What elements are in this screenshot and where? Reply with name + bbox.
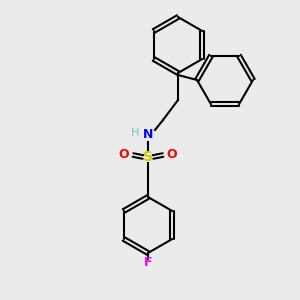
Text: N: N	[143, 128, 153, 142]
Text: O: O	[167, 148, 177, 161]
Text: O: O	[119, 148, 129, 161]
Text: S: S	[143, 150, 153, 164]
Text: H: H	[131, 128, 139, 138]
Text: F: F	[144, 256, 152, 269]
